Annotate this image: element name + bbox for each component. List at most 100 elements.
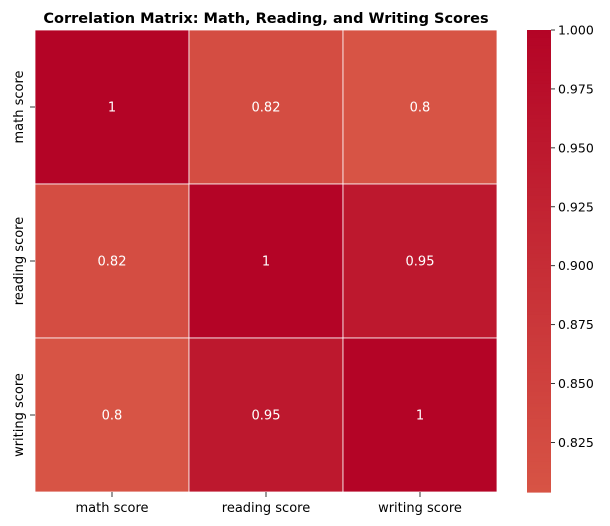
colorbar-segment xyxy=(527,187,551,193)
colorbar-segment xyxy=(527,472,551,478)
heatmap-cell xyxy=(188,29,344,185)
colorbar-segment xyxy=(527,318,551,324)
colorbar-segment xyxy=(527,241,551,247)
colorbar-segment xyxy=(527,380,551,385)
colorbar-segment xyxy=(527,372,551,378)
colorbar-segment xyxy=(527,145,551,150)
colorbar-tick-label: 0.975 xyxy=(558,81,594,96)
colorbar-segment xyxy=(527,291,551,297)
colorbar-segment xyxy=(527,237,551,243)
colorbar-segment xyxy=(527,364,551,370)
colorbar-segment xyxy=(527,403,551,408)
colorbar-segment xyxy=(527,284,551,289)
colorbar-segment xyxy=(527,191,551,197)
colorbar-segment xyxy=(527,99,551,104)
colorbar-segment xyxy=(527,83,551,89)
colorbar-segment xyxy=(527,133,551,139)
colorbar-segment xyxy=(527,476,551,482)
colorbar-segment xyxy=(527,141,551,147)
colorbar-segment xyxy=(527,180,551,185)
colorbar-segment xyxy=(527,353,551,358)
colorbar-segment xyxy=(527,422,551,428)
colorbar-segment xyxy=(527,68,551,73)
row-label: math score xyxy=(12,70,27,143)
colorbar-tick-label: 0.825 xyxy=(558,435,594,450)
colorbar-segment xyxy=(527,330,551,335)
colorbar-segment xyxy=(527,210,551,216)
colorbar-segment xyxy=(527,218,551,224)
colorbar-segment xyxy=(527,430,551,435)
colorbar-segment xyxy=(527,103,551,108)
colorbar-segment xyxy=(527,114,551,120)
colorbar-segment xyxy=(527,349,551,354)
colorbar-segment xyxy=(527,199,551,204)
heatmap-cell xyxy=(188,183,344,339)
colorbar-segment xyxy=(527,434,551,439)
cell-annotation: 0.82 xyxy=(252,101,281,116)
colorbar-segment xyxy=(527,222,551,227)
colorbar-segment xyxy=(527,118,551,123)
colorbar-segment xyxy=(527,214,551,220)
colorbar-segment xyxy=(527,160,551,166)
chart-title: Correlation Matrix: Math, Reading, and W… xyxy=(43,11,488,27)
colorbar-segment xyxy=(527,441,551,447)
colorbar-segment xyxy=(527,137,551,143)
row-label: writing score xyxy=(12,373,27,457)
colorbar-tick-label: 0.875 xyxy=(558,317,594,332)
colorbar-segment xyxy=(527,341,551,347)
cell-annotation: 1 xyxy=(262,255,270,270)
colorbar-segment xyxy=(527,76,551,81)
cell-annotation: 1 xyxy=(108,101,116,116)
colorbar-segment xyxy=(527,391,551,397)
colorbar-segment xyxy=(527,465,551,470)
cell-annotation: 0.95 xyxy=(406,255,435,270)
colorbar-segment xyxy=(527,314,551,320)
colorbar-segment xyxy=(527,149,551,154)
colorbar-segment xyxy=(527,280,551,285)
colorbar-segment xyxy=(527,295,551,301)
colorbar-segment xyxy=(527,326,551,331)
colorbar-segment xyxy=(527,64,551,70)
cell-annotation: 0.8 xyxy=(102,409,123,424)
colorbar-segment xyxy=(527,411,551,416)
colorbar-segment xyxy=(527,484,551,489)
colorbar-segment xyxy=(527,438,551,443)
colorbar-segment xyxy=(527,87,551,93)
colorbar-segment xyxy=(527,253,551,258)
heatmap-cell xyxy=(34,337,190,493)
colorbar-segment xyxy=(527,126,551,131)
colorbar-segment xyxy=(527,415,551,420)
cell-annotation: 0.8 xyxy=(410,101,431,116)
colorbar-segment xyxy=(527,388,551,393)
colorbar-segment xyxy=(527,37,551,43)
colorbar-segment xyxy=(527,203,551,208)
colorbar-segment xyxy=(527,445,551,451)
colorbar-segment xyxy=(527,407,551,412)
colorbar-segment xyxy=(527,41,551,46)
colorbar-segment xyxy=(527,226,551,231)
colorbar-segment xyxy=(527,168,551,174)
row-labels: math score reading score writing score xyxy=(12,70,35,457)
colorbar-segment xyxy=(527,91,551,97)
colorbar-segment xyxy=(527,261,551,266)
colorbar-segment xyxy=(527,361,551,366)
colorbar-segment xyxy=(527,45,551,50)
colorbar-segment xyxy=(527,130,551,135)
colorbar-segment xyxy=(527,461,551,466)
colorbar-segment xyxy=(527,56,551,62)
column-label: writing score xyxy=(378,501,462,516)
colorbar-segment xyxy=(527,418,551,424)
colorbar-segment xyxy=(527,426,551,431)
heatmap-cell xyxy=(34,183,190,339)
colorbar-segment xyxy=(527,287,551,293)
row-label: reading score xyxy=(12,217,27,305)
colorbar-segment xyxy=(527,72,551,77)
colorbar-segment xyxy=(527,457,551,462)
colorbar-tick-label: 0.950 xyxy=(558,140,594,155)
colorbar-segment xyxy=(527,488,551,493)
colorbar-tick-label: 0.900 xyxy=(558,258,594,273)
colorbar-segment xyxy=(527,184,551,189)
colorbar-segment xyxy=(527,234,551,239)
colorbar-segment xyxy=(527,468,551,474)
